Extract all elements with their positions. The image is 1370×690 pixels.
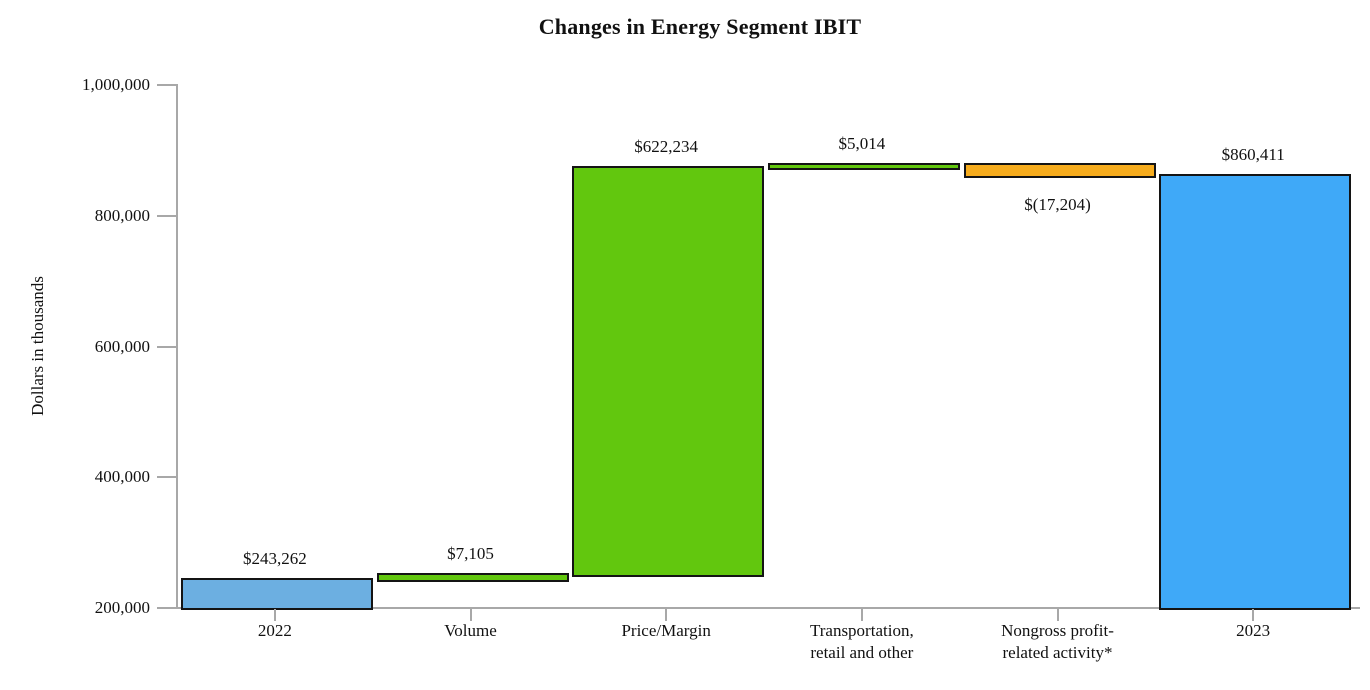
x-tick (469, 609, 472, 621)
bar-nongross-profit-related-activity (963, 163, 1156, 179)
x-tick (860, 609, 863, 621)
y-tick (157, 345, 177, 348)
x-category-label-2023: 2023 (1153, 620, 1353, 642)
bar-transportation-retail-and-other (767, 163, 960, 171)
y-tick-label: 1,000,000 (82, 75, 150, 94)
x-category-label-line: 2022 (257, 621, 292, 640)
y-tick-label: 200,000 (94, 598, 150, 617)
y-axis-line (176, 84, 178, 609)
y-tick (157, 84, 177, 86)
bar-value-label: $(17,204) (1024, 195, 1091, 215)
y-tick-label: 400,000 (94, 467, 150, 487)
x-tick (273, 609, 276, 621)
bar-volume (376, 573, 569, 582)
x-category-label-line: related activity* (1002, 643, 1113, 662)
bar-value-label: $622,234 (634, 137, 699, 157)
x-category-label-line: Transportation, (809, 621, 914, 640)
bar-value-label: $5,014 (838, 134, 886, 153)
x-category-label-line: Price/Margin (621, 621, 711, 640)
x-tick (665, 609, 668, 621)
x-category-label-price-margin: Price/Margin (566, 620, 766, 642)
x-category-label-line: Volume (444, 621, 497, 640)
y-tick (157, 607, 177, 609)
x-axis-line (157, 607, 1360, 609)
bar-2023 (1159, 174, 1352, 610)
y-tick (157, 214, 177, 217)
bar-value-label: $7,105 (447, 544, 494, 564)
bar-2022 (180, 577, 373, 610)
bar-value-label: $243,262 (242, 548, 307, 568)
x-category-label-2022: 2022 (175, 620, 375, 642)
x-tick (1056, 609, 1059, 621)
x-category-label-line: retail and other (810, 643, 914, 662)
y-tick-label: 600,000 (94, 336, 150, 356)
x-category-label-nongross-profit-related-activity: Nongross profit-related activity* (958, 620, 1158, 664)
x-category-label-volume: Volume (371, 620, 571, 642)
chart-title: Changes in Energy Segment IBIT (538, 14, 862, 39)
x-category-label-line: 2023 (1236, 621, 1271, 640)
y-tick-label: 800,000 (94, 205, 150, 225)
bar-price-margin (572, 166, 765, 578)
x-category-label-line: Nongross profit- (1001, 621, 1114, 640)
y-tick (157, 476, 177, 479)
x-category-label-transportation-retail-and-other: Transportation, retail and other (762, 620, 962, 664)
x-tick (1252, 609, 1255, 621)
bar-value-label: $860,411 (1221, 145, 1285, 165)
